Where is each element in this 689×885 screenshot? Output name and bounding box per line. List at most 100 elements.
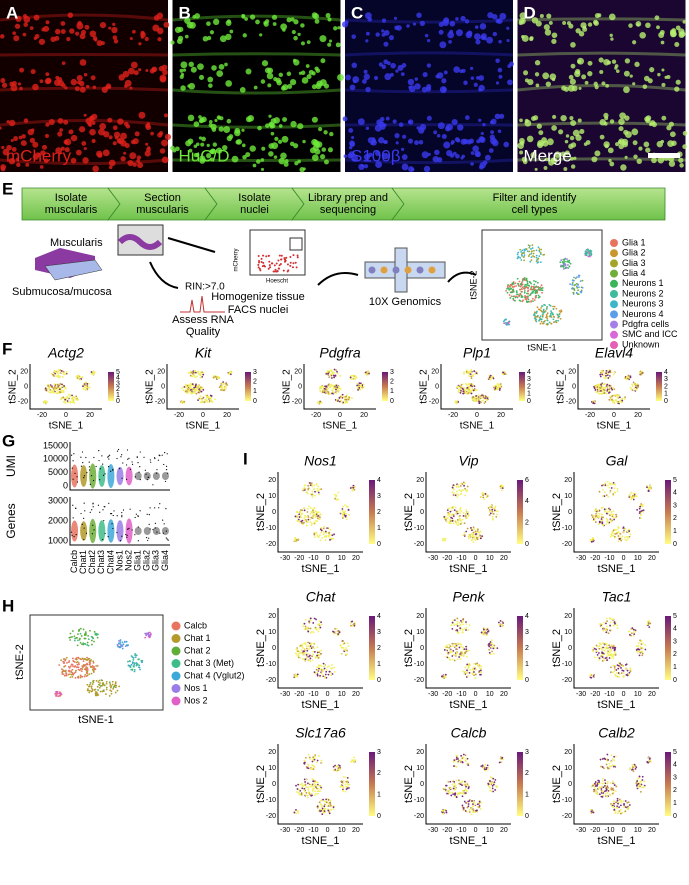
cell [227, 19, 231, 23]
cell-point [620, 664, 622, 666]
x-tick-label: 20 [86, 412, 94, 419]
cell-point [472, 374, 474, 376]
cell-point [648, 622, 650, 624]
cell-point [639, 511, 641, 513]
cell [551, 125, 557, 131]
cell-point [444, 538, 446, 540]
cell-point [473, 671, 475, 673]
event [290, 262, 292, 264]
cell-point [537, 261, 539, 263]
cell-point [307, 765, 309, 767]
cell-point [196, 388, 198, 390]
cell [77, 21, 82, 26]
cell [384, 140, 388, 144]
cell [612, 59, 616, 63]
cell-point [464, 483, 466, 485]
cell [213, 19, 219, 25]
x-tick-label: -30 [428, 691, 438, 698]
cell [39, 39, 45, 45]
cell-point [58, 384, 60, 386]
cell-point [503, 321, 505, 323]
cell-point [312, 659, 314, 661]
cell [478, 75, 484, 81]
cell-point [337, 765, 339, 767]
cell-point [633, 382, 635, 384]
cell-point [354, 378, 356, 380]
cell [114, 39, 118, 43]
legend-swatch [610, 331, 618, 339]
gene-title: Plp1 [463, 345, 491, 361]
cell-point [330, 667, 332, 669]
cell [199, 75, 204, 80]
cell [420, 21, 425, 26]
cell [519, 138, 525, 144]
cell-point [613, 374, 615, 376]
cell-point [343, 780, 345, 782]
cell-point [336, 499, 338, 501]
cell-point [315, 781, 317, 783]
cell-point [597, 657, 599, 659]
cell-point [320, 653, 322, 655]
cell-point [639, 508, 641, 510]
cell-point [609, 492, 611, 494]
channel-label: S100β [351, 146, 401, 165]
label: Hoescht [266, 279, 288, 285]
cell-point [531, 251, 533, 253]
cell [475, 39, 480, 44]
cell [649, 67, 654, 72]
cell-point [633, 631, 635, 633]
cell-point [89, 387, 91, 389]
cell [267, 68, 273, 74]
cell [145, 37, 149, 41]
cell [535, 168, 538, 171]
cell-point [192, 392, 194, 394]
colorbar [517, 480, 523, 544]
cell-point [344, 504, 346, 506]
cell-point [319, 390, 321, 392]
cell-point [314, 754, 316, 756]
cell-point [530, 301, 532, 303]
cell-point [330, 672, 332, 674]
event [277, 270, 279, 272]
cell-point [302, 650, 304, 652]
cell [472, 145, 479, 152]
cell [441, 78, 446, 83]
x-tick-label: -30 [280, 555, 290, 562]
cell [324, 160, 329, 165]
cell-point [605, 508, 607, 510]
cell-point [320, 788, 322, 790]
cell [358, 118, 365, 125]
cell-point [606, 393, 608, 395]
cell-point [610, 666, 612, 668]
cell-point [604, 628, 606, 630]
cell-point [466, 384, 468, 386]
cell-point [632, 389, 634, 391]
cell-point [608, 392, 610, 394]
cell-point [323, 812, 325, 814]
cell-point [456, 496, 458, 498]
colorbar [665, 480, 671, 544]
cell-point [313, 532, 315, 534]
cell-point [613, 670, 615, 672]
x-tick-label: -20 [590, 555, 600, 562]
cell-point [445, 656, 447, 658]
cell-point [449, 519, 451, 521]
cell [498, 129, 501, 132]
cell-point [299, 657, 301, 659]
cell-point [313, 489, 315, 491]
cell-point [204, 401, 206, 403]
cell-point [333, 372, 335, 374]
cell-point [593, 647, 595, 649]
cell-point [509, 294, 511, 296]
cell [75, 32, 79, 36]
cell-point [294, 812, 296, 814]
cell-point [642, 642, 644, 644]
cell-point [470, 527, 472, 529]
cell-point [334, 498, 336, 500]
cell-point [478, 532, 480, 534]
x-tick-label: -20 [590, 691, 600, 698]
cell-point [483, 498, 485, 500]
event [274, 264, 276, 266]
cell-point [509, 321, 511, 323]
cell-point [528, 251, 530, 253]
